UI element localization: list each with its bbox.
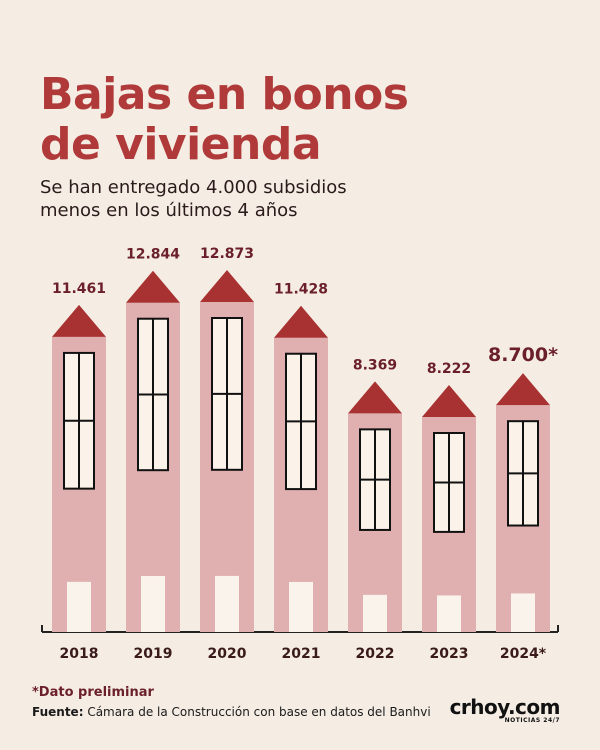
bar-roof xyxy=(126,270,180,303)
bar-door xyxy=(67,581,91,632)
preliminary-note: *Dato preliminar xyxy=(32,685,154,700)
title-line-2: de vivienda xyxy=(40,119,322,170)
chart-title: Bajas en bonos de vivienda xyxy=(40,70,560,170)
x-tick-label: 2024* xyxy=(500,646,547,662)
bar-roof xyxy=(496,373,550,406)
source-line: Fuente: Cámara de la Construcción con ba… xyxy=(32,705,431,719)
bar-roof xyxy=(200,270,254,302)
bar-roof xyxy=(52,304,106,337)
bar-door xyxy=(363,594,387,632)
logo-wordmark: crhoy.com xyxy=(449,695,561,719)
source-label: Fuente: xyxy=(32,705,84,719)
bar-door xyxy=(289,581,313,632)
bar-door xyxy=(215,575,239,632)
source-text: Cámara de la Construcción con base en da… xyxy=(87,705,431,719)
brand-logo: crhoy.com NOTICIAS 24/7 xyxy=(449,695,561,724)
logo-tagline: NOTICIAS 24/7 xyxy=(504,717,560,724)
subtitle-line-2: menos en los últimos 4 años xyxy=(40,200,298,221)
x-tick-label: 2023 xyxy=(430,646,469,662)
bar-door xyxy=(437,595,461,632)
data-label: 8.222 xyxy=(427,361,471,377)
data-label: 11.428 xyxy=(274,282,328,298)
x-tick-label: 2022 xyxy=(356,646,395,662)
data-label: 11.461 xyxy=(52,281,106,297)
x-tick-label: 2018 xyxy=(60,646,99,662)
data-label: 8.369 xyxy=(353,357,397,373)
x-tick-label: 2019 xyxy=(134,646,173,662)
bar-door xyxy=(141,576,165,632)
title-line-1: Bajas en bonos xyxy=(40,69,409,120)
housing-bonds-chart: 11.461 2018 12.844 2019 12.873 2020 11.428 2021… xyxy=(41,246,559,662)
data-label: 8.700* xyxy=(488,344,558,366)
bar-roof xyxy=(274,305,328,338)
bar-door xyxy=(511,593,535,632)
chart-subtitle: Se han entregado 4.000 subsidios menos e… xyxy=(40,176,560,222)
bar-roof xyxy=(348,381,402,414)
x-tick-label: 2020 xyxy=(208,646,247,662)
data-label: 12.873 xyxy=(200,246,254,262)
data-label: 12.844 xyxy=(126,247,180,263)
subtitle-line-1: Se han entregado 4.000 subsidios xyxy=(40,177,347,198)
x-tick-label: 2021 xyxy=(282,646,321,662)
bar-roof xyxy=(422,385,476,417)
